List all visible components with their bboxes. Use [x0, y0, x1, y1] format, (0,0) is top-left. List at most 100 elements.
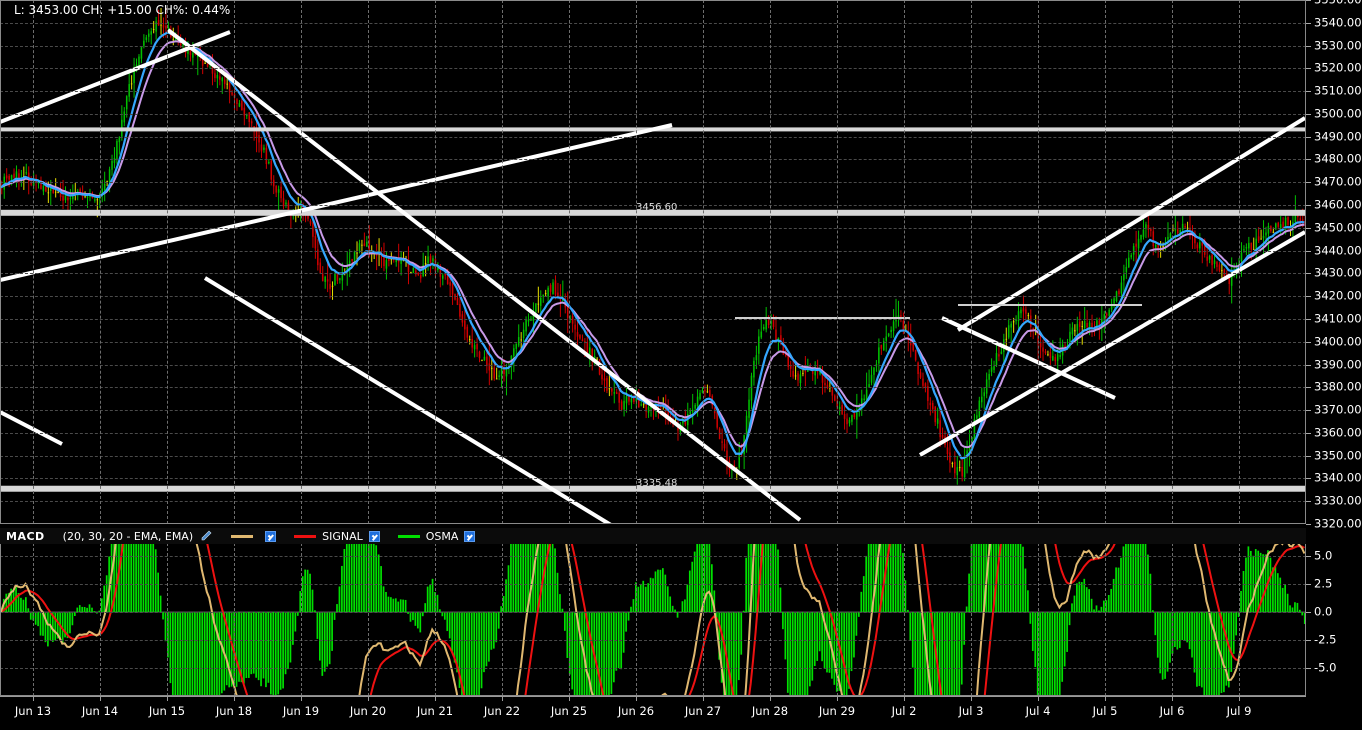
signal-line-swatch [294, 534, 317, 538]
macd-legend-title: MACD [6, 529, 45, 543]
date-axis-label: Jun 25 [550, 704, 588, 718]
macd-gridline-h [0, 556, 1306, 557]
gridline-v [837, 528, 838, 696]
date-x-axis[interactable]: Jun 13 Jun 14 Jun 15 Jun 18 Jun 19 Jun 20 Jun … [0, 696, 1362, 730]
gridline-v [703, 528, 704, 696]
gridline-v [33, 528, 34, 696]
price-axis-label: 3530.00 [1314, 38, 1362, 53]
date-axis-tick [1038, 696, 1039, 701]
gridline-v [1239, 528, 1240, 696]
signal-series-label: SIGNAL [322, 529, 363, 543]
price-axis-label: 3380.00 [1314, 379, 1362, 394]
gridline-v [368, 0, 369, 524]
macd-legend-item-macd[interactable] [231, 530, 277, 542]
macd-y-axis[interactable]: 5.0 2.5 0.0 -2.5 -5.0 [1305, 528, 1362, 696]
price-axis-label: 3330.00 [1314, 493, 1362, 508]
date-axis-label: Jun 18 [215, 704, 253, 718]
pencil-icon[interactable] [201, 530, 213, 542]
price-gridline-h [0, 45, 1306, 47]
date-axis-label: Jun 15 [148, 704, 186, 718]
price-axis-label: 3480.00 [1314, 151, 1362, 166]
macd-legend[interactable]: MACD (20, 30, 20 - EMA, EMA) SIGNAL OSMA [0, 528, 1306, 544]
price-gridline-h [0, 22, 1306, 24]
date-axis-tick [100, 696, 101, 701]
gridline-v [435, 0, 436, 524]
macd-axis-tick [1306, 612, 1311, 613]
gridline-v [301, 0, 302, 524]
price-axis-tick [1306, 478, 1311, 480]
macd-axis-label: 2.5 [1314, 576, 1333, 591]
price-line-label: 3456.60 [636, 201, 678, 213]
price-axis-label: 3470.00 [1314, 174, 1362, 189]
macd-gridline-h [0, 640, 1306, 641]
price-axis-tick [1306, 455, 1311, 457]
price-axis-tick [1306, 136, 1311, 138]
date-axis-tick [837, 696, 838, 701]
gridline-v [770, 528, 771, 696]
price-axis-label: 3440.00 [1314, 243, 1362, 258]
macd-legend-item-signal[interactable]: SIGNAL [294, 530, 380, 543]
price-axis-label: 3490.00 [1314, 129, 1362, 144]
gridline-v [703, 0, 704, 524]
gridline-v [234, 0, 235, 524]
price-axis-tick [1306, 341, 1311, 343]
gridline-v [1239, 0, 1240, 524]
price-axis-label: 3550.00 [1314, 0, 1362, 6]
signal-series-checkbox[interactable] [368, 530, 380, 542]
price-panel[interactable]: 3456.60 3335.48 3550.00 3540.00 3530.00 3520… [0, 0, 1362, 529]
gridline-v [904, 0, 905, 524]
price-gridline-h [0, 159, 1306, 161]
price-y-axis[interactable]: 3550.00 3540.00 3530.00 3520.00 3510.00 3500.… [1305, 0, 1362, 529]
macd-gridline-h [0, 612, 1306, 613]
price-axis-label: 3500.00 [1314, 106, 1362, 121]
price-axis-tick [1306, 68, 1311, 70]
date-axis-label: Jul 5 [1092, 704, 1118, 718]
date-axis-label: Jun 27 [684, 704, 722, 718]
price-gridline-h [0, 478, 1306, 480]
macd-axis-tick [1306, 584, 1311, 585]
price-axis-tick [1306, 227, 1311, 229]
price-candlestick-svg [0, 7, 1306, 524]
date-axis-label: Jul 2 [891, 704, 917, 718]
price-line-label: 3335.48 [636, 477, 678, 489]
date-axis-tick [368, 696, 369, 701]
price-axis-label: 3370.00 [1314, 402, 1362, 417]
osma-series-checkbox[interactable] [464, 530, 476, 542]
macd-axis-label: 0.0 [1314, 604, 1333, 619]
osma-series-label: OSMA [425, 529, 459, 543]
gridline-v [1105, 0, 1106, 524]
price-gridline-h [0, 68, 1306, 70]
price-gridline-h [0, 387, 1306, 389]
macd-series-checkbox[interactable] [265, 530, 277, 542]
price-gridline-h [0, 341, 1306, 343]
date-axis-tick [1105, 696, 1106, 701]
macd-panel[interactable]: MACD (20, 30, 20 - EMA, EMA) SIGNAL OSMA [0, 528, 1362, 696]
date-axis-tick [569, 696, 570, 701]
price-axis-label: 3430.00 [1314, 265, 1362, 280]
macd-plot-area[interactable] [0, 528, 1306, 696]
price-axis-tick [1306, 364, 1311, 366]
date-axis-label: Jun 22 [483, 704, 521, 718]
price-plot-area[interactable]: 3456.60 3335.48 [0, 0, 1306, 524]
price-axis-label: 3350.00 [1314, 448, 1362, 463]
gridline-v [301, 528, 302, 696]
price-axis-label: 3450.00 [1314, 220, 1362, 235]
date-axis-label: Jul 3 [958, 704, 984, 718]
gridline-v [569, 528, 570, 696]
price-axis-label: 3400.00 [1314, 334, 1362, 349]
price-axis-label: 3460.00 [1314, 197, 1362, 212]
price-axis-tick [1306, 318, 1311, 320]
date-axis-tick [770, 696, 771, 701]
date-axis-tick [703, 696, 704, 701]
gridline-v [569, 0, 570, 524]
macd-axis-tick [1306, 640, 1311, 641]
price-axis-tick [1306, 0, 1311, 1]
gridline-v [100, 0, 101, 524]
gridline-v [636, 0, 637, 524]
price-axis-label: 3320.00 [1314, 516, 1362, 531]
price-axis-tick [1306, 250, 1311, 252]
macd-legend-params: (20, 30, 20 - EMA, EMA) [62, 529, 194, 543]
gridline-v [502, 0, 503, 524]
macd-legend-item-osma[interactable]: OSMA [397, 529, 476, 543]
date-axis-tick [167, 696, 168, 701]
